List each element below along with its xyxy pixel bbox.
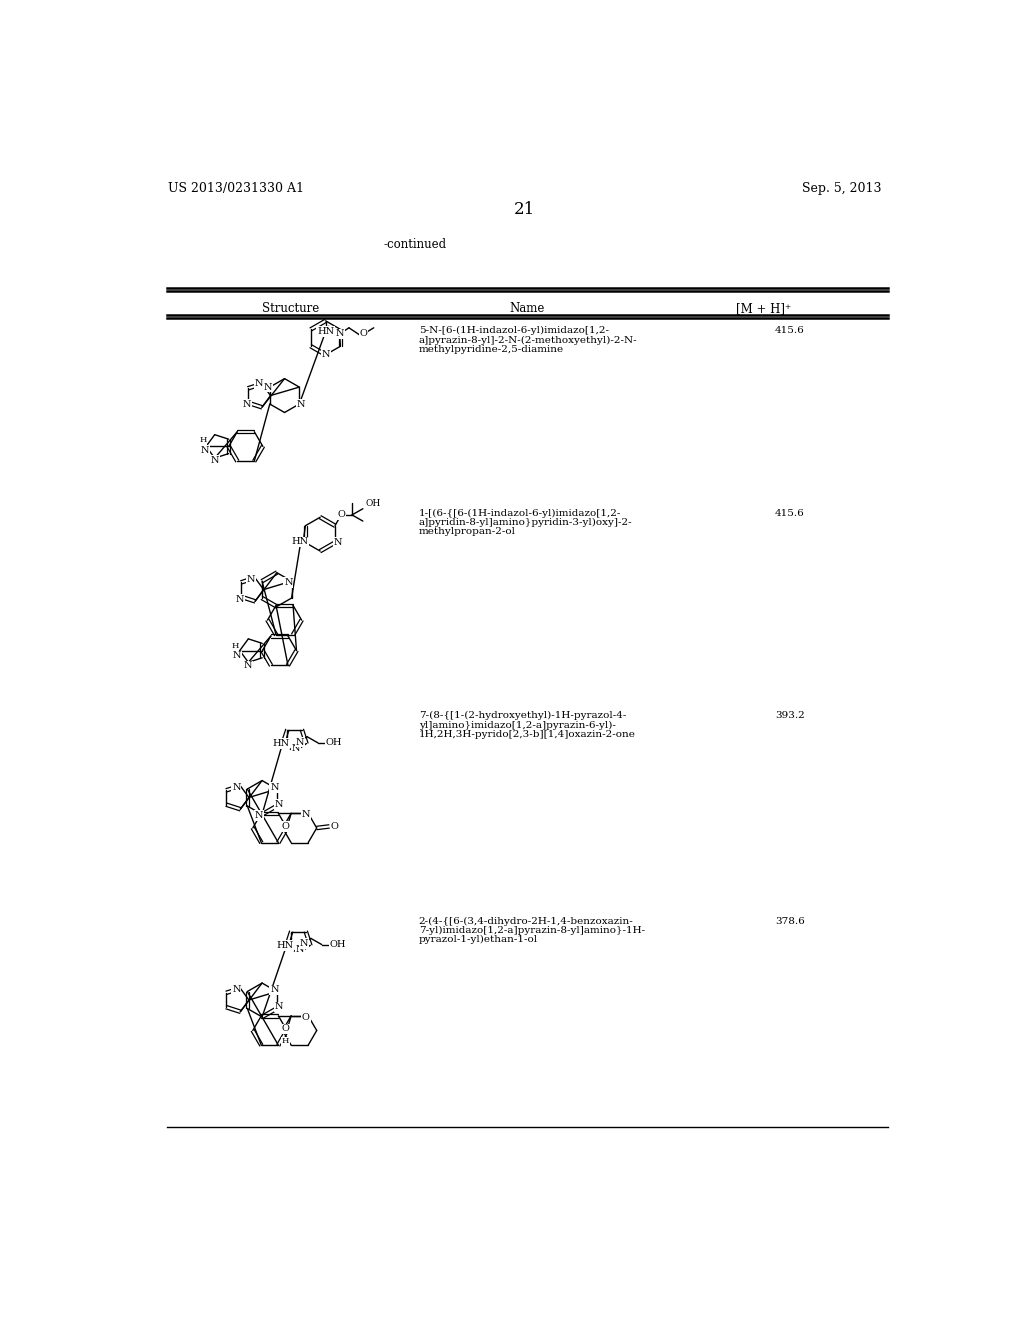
Text: yl]amino}imidazo[1,2-a]pyrazin-6-yl)-: yl]amino}imidazo[1,2-a]pyrazin-6-yl)-	[419, 721, 615, 730]
Text: 21: 21	[514, 201, 536, 218]
Text: N: N	[270, 986, 279, 994]
Text: OH: OH	[330, 940, 346, 949]
Text: N: N	[274, 1002, 284, 1011]
Text: 7-(8-{[1-(2-hydroxyethyl)-1H-pyrazol-4-: 7-(8-{[1-(2-hydroxyethyl)-1H-pyrazol-4-	[419, 711, 626, 721]
Text: N: N	[285, 578, 293, 587]
Text: N: N	[244, 661, 253, 671]
Text: N: N	[232, 783, 241, 792]
Text: methylpropan-2-ol: methylpropan-2-ol	[419, 527, 516, 536]
Text: H: H	[200, 436, 207, 445]
Text: 393.2: 393.2	[775, 711, 805, 721]
Text: HN: HN	[292, 537, 308, 546]
Text: Structure: Structure	[262, 302, 319, 315]
Text: N: N	[302, 810, 310, 820]
Text: N: N	[300, 940, 308, 948]
Text: N: N	[243, 400, 251, 409]
Text: O: O	[282, 822, 290, 832]
Text: N: N	[336, 330, 344, 338]
Text: 415.6: 415.6	[775, 326, 805, 335]
Text: Name: Name	[509, 302, 545, 315]
Text: N: N	[292, 743, 300, 752]
Text: 5-N-[6-(1H-indazol-6-yl)imidazo[1,2-: 5-N-[6-(1H-indazol-6-yl)imidazo[1,2-	[419, 326, 608, 335]
Text: 415.6: 415.6	[775, 508, 805, 517]
Text: HN: HN	[272, 739, 290, 748]
Text: 378.6: 378.6	[775, 917, 805, 925]
Text: N: N	[334, 539, 342, 546]
Text: US 2013/0231330 A1: US 2013/0231330 A1	[168, 182, 304, 194]
Text: -continued: -continued	[383, 238, 446, 251]
Text: O: O	[359, 330, 368, 338]
Text: pyrazol-1-yl)ethan-1-ol: pyrazol-1-yl)ethan-1-ol	[419, 936, 538, 944]
Text: N: N	[201, 446, 209, 454]
Text: OH: OH	[366, 499, 381, 508]
Text: N: N	[322, 350, 330, 359]
Text: H: H	[282, 1038, 290, 1045]
Text: methylpyridine-2,5-diamine: methylpyridine-2,5-diamine	[419, 345, 564, 354]
Text: N: N	[232, 652, 241, 660]
Text: a]pyridin-8-yl]amino}pyridin-3-yl)oxy]-2-: a]pyridin-8-yl]amino}pyridin-3-yl)oxy]-2…	[419, 517, 632, 527]
Text: 2-(4-{[6-(3,4-dihydro-2H-1,4-benzoxazin-: 2-(4-{[6-(3,4-dihydro-2H-1,4-benzoxazin-	[419, 917, 634, 925]
Text: a]pyrazin-8-yl]-2-N-(2-methoxyethyl)-2-N-: a]pyrazin-8-yl]-2-N-(2-methoxyethyl)-2-N…	[419, 335, 637, 345]
Text: N: N	[232, 985, 241, 994]
Text: O: O	[331, 822, 339, 832]
Text: 7-yl)imidazo[1,2-a]pyrazin-8-yl]amino}-1H-: 7-yl)imidazo[1,2-a]pyrazin-8-yl]amino}-1…	[419, 927, 645, 935]
Text: HN: HN	[276, 941, 294, 950]
Text: H: H	[231, 642, 239, 649]
Text: N: N	[255, 379, 263, 388]
Text: N: N	[210, 455, 219, 465]
Text: N: N	[236, 594, 244, 603]
Text: O: O	[282, 1024, 290, 1034]
Text: Sep. 5, 2013: Sep. 5, 2013	[802, 182, 882, 194]
Text: 1-[(6-{[6-(1H-indazol-6-yl)imidazo[1,2-: 1-[(6-{[6-(1H-indazol-6-yl)imidazo[1,2-	[419, 508, 621, 517]
Text: N: N	[274, 800, 284, 809]
Text: N: N	[296, 738, 304, 747]
Text: [M + H]⁺: [M + H]⁺	[736, 302, 792, 315]
Text: N: N	[296, 945, 304, 954]
Text: HN: HN	[317, 327, 334, 337]
Text: O: O	[302, 1012, 310, 1022]
Text: OH: OH	[326, 738, 342, 747]
Text: O: O	[337, 511, 345, 519]
Text: N: N	[247, 576, 255, 583]
Text: N: N	[255, 810, 263, 820]
Text: N: N	[297, 400, 305, 408]
Text: N: N	[270, 783, 279, 792]
Text: N: N	[264, 383, 272, 392]
Text: 1H,2H,3H-pyrido[2,3-b][1,4]oxazin-2-one: 1H,2H,3H-pyrido[2,3-b][1,4]oxazin-2-one	[419, 730, 636, 739]
